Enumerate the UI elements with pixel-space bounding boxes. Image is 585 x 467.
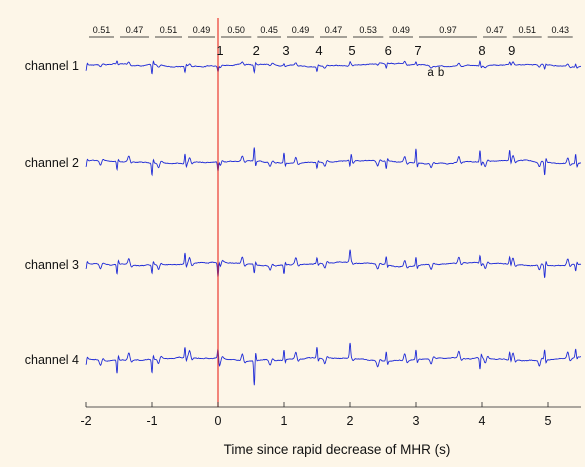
rr-interval-label: 0.51 [160,25,178,35]
rr-interval-label: 0.49 [292,25,310,35]
x-tick-label: -2 [80,414,91,428]
beat-number-label: 7 [414,43,421,58]
beat-number-label: 4 [315,43,322,58]
beat-number-label: 8 [478,43,485,58]
rr-interval-label: 0.49 [392,25,410,35]
rr-interval-label: 0.50 [227,25,245,35]
x-tick-label: 5 [545,414,552,428]
rr-interval-label: 0.97 [439,25,457,35]
rr-interval-label: 0.53 [359,25,377,35]
beat-number-label: 2 [253,43,260,58]
x-tick-label: 2 [347,414,354,428]
beat-number-label: 6 [385,43,392,58]
x-axis-title: Time since rapid decrease of MHR (s) [224,442,451,457]
annotation-label: b [438,67,444,79]
channel-label: channel 4 [25,353,79,367]
channel-trace [85,249,582,278]
beat-number-label: 5 [348,43,355,58]
beat-number-layer: 1 2 3 4 5 6 7 8 9 [216,43,515,58]
channel-trace [85,342,581,386]
rr-interval-label: 0.47 [126,25,144,35]
channel-trace [85,59,581,75]
channel-label: channel 3 [25,258,79,272]
rr-interval-label: 0.45 [260,25,278,35]
x-tick-label: 1 [281,414,288,428]
beat-number-label: 9 [508,43,515,58]
x-tick-label: 4 [479,414,486,428]
rr-interval-label: 0.49 [193,25,211,35]
channel-label: channel 1 [25,59,79,73]
channel-traces [85,59,582,386]
x-axis: -2 -1 0 1 2 3 4 5 [80,402,581,428]
beat-number-label: 1 [216,43,223,58]
rr-interval-label: 0.47 [325,25,343,35]
x-tick-label: -1 [146,414,157,428]
rr-interval-label: 0.47 [486,25,504,35]
annotation-label: a [427,67,434,79]
channel-trace [85,147,581,177]
rr-interval-label: 0.51 [518,25,536,35]
x-tick-label: 0 [215,414,222,428]
rr-interval-label: 0.51 [93,25,111,35]
channel-label-layer: channel 1 channel 2 channel 3 channel 4 [25,59,79,367]
rr-interval-label: 0.43 [551,25,569,35]
channel-label: channel 2 [25,156,79,170]
rr-interval-layer: 0.51 0.47 0.51 0.49 0.50 0.45 0.49 0.47 0.53 0.49… [89,25,573,38]
x-tick-label: 3 [413,414,420,428]
beat-number-label: 3 [282,43,289,58]
